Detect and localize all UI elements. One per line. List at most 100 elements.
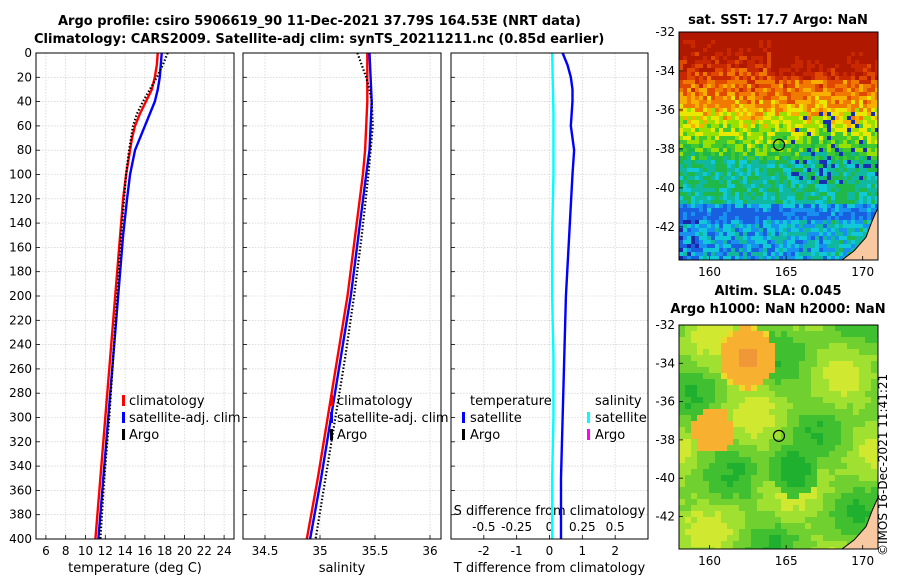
map-cell bbox=[711, 248, 716, 253]
map-cell bbox=[695, 148, 700, 153]
map-cell bbox=[803, 244, 808, 249]
map-cell bbox=[727, 373, 734, 380]
map-cell bbox=[793, 535, 800, 542]
map-cell bbox=[751, 80, 756, 85]
map-cell bbox=[863, 224, 868, 229]
map-cell bbox=[779, 152, 784, 157]
map-cell bbox=[811, 397, 818, 404]
map-cell bbox=[829, 331, 836, 338]
map-cell bbox=[835, 415, 842, 422]
map-cell bbox=[709, 379, 716, 386]
map-cell bbox=[769, 475, 776, 482]
map-cell bbox=[855, 136, 860, 141]
map-cell bbox=[699, 96, 704, 101]
map-cell bbox=[691, 481, 698, 488]
map-cell bbox=[791, 64, 796, 69]
map-cell bbox=[839, 172, 844, 177]
map-cell bbox=[703, 32, 708, 37]
map-cell bbox=[727, 168, 732, 173]
map-cell bbox=[731, 256, 736, 260]
map-cell bbox=[793, 385, 800, 392]
map-cell bbox=[699, 64, 704, 69]
map-cell bbox=[747, 128, 752, 133]
map-cell bbox=[839, 156, 844, 161]
map-cell bbox=[859, 48, 864, 53]
map-cell bbox=[787, 96, 792, 101]
map-cell bbox=[863, 100, 868, 105]
map-cell bbox=[731, 160, 736, 165]
map-cell bbox=[841, 469, 848, 476]
map-cell bbox=[733, 397, 740, 404]
map-cell bbox=[719, 132, 724, 137]
map-cell bbox=[755, 116, 760, 121]
map-cell bbox=[863, 52, 868, 57]
map-cell bbox=[841, 517, 848, 524]
map-cell bbox=[739, 256, 744, 260]
map-cell bbox=[739, 517, 746, 524]
map-cell bbox=[859, 493, 866, 500]
map-cell bbox=[803, 224, 808, 229]
map-cell bbox=[707, 136, 712, 141]
map-cell bbox=[841, 403, 848, 410]
map-cell bbox=[811, 343, 818, 350]
map-cell bbox=[839, 188, 844, 193]
map-cell bbox=[805, 421, 812, 428]
s-tick-label: -0.25 bbox=[501, 520, 532, 534]
map-cell bbox=[719, 112, 724, 117]
map-cell bbox=[807, 160, 812, 165]
map-cell bbox=[819, 36, 824, 41]
map-cell bbox=[739, 475, 746, 482]
map-cell bbox=[829, 343, 836, 350]
map-cell bbox=[699, 200, 704, 205]
map-cell bbox=[703, 148, 708, 153]
map-cell bbox=[771, 176, 776, 181]
map-cell bbox=[679, 232, 684, 237]
map-cell bbox=[745, 541, 752, 548]
map-cell bbox=[787, 132, 792, 137]
map-cell bbox=[865, 421, 872, 428]
map-cell bbox=[683, 52, 688, 57]
map-cell bbox=[767, 84, 772, 89]
map-cell bbox=[769, 367, 776, 374]
map-cell bbox=[743, 192, 748, 197]
map-cell bbox=[751, 240, 756, 245]
map-cell bbox=[775, 547, 782, 549]
map-cell bbox=[727, 196, 732, 201]
map-cell bbox=[727, 164, 732, 169]
map-cell bbox=[859, 463, 866, 470]
map-cell bbox=[817, 439, 824, 446]
map-cell bbox=[859, 427, 866, 434]
map-cell bbox=[823, 463, 830, 470]
map-cell bbox=[703, 84, 708, 89]
map-cell bbox=[763, 469, 770, 476]
map-cell bbox=[851, 240, 856, 245]
map-cell bbox=[739, 36, 744, 41]
map-cell bbox=[859, 236, 864, 241]
map-cell bbox=[721, 337, 728, 344]
map-cell bbox=[707, 176, 712, 181]
map-cell bbox=[739, 220, 744, 225]
map-cell bbox=[799, 220, 804, 225]
map-cell bbox=[763, 256, 768, 260]
map-cell bbox=[727, 541, 734, 548]
map-cell bbox=[769, 463, 776, 470]
map-cell bbox=[871, 463, 878, 470]
map-cell bbox=[695, 76, 700, 81]
map-cell bbox=[727, 535, 734, 542]
map-cell bbox=[823, 184, 828, 189]
map-cell bbox=[679, 451, 686, 458]
map-cell bbox=[759, 208, 764, 213]
map-cell bbox=[859, 487, 866, 494]
map-cell bbox=[715, 232, 720, 237]
map-cell bbox=[855, 84, 860, 89]
map-cell bbox=[811, 32, 816, 37]
map-cell bbox=[747, 184, 752, 189]
map-cell bbox=[835, 493, 842, 500]
map-cell bbox=[715, 427, 722, 434]
map-cell bbox=[763, 172, 768, 177]
map-cell bbox=[815, 128, 820, 133]
map-cell bbox=[699, 116, 704, 121]
map-cell bbox=[763, 80, 768, 85]
map-cell bbox=[855, 244, 860, 249]
map-cell bbox=[815, 32, 820, 37]
